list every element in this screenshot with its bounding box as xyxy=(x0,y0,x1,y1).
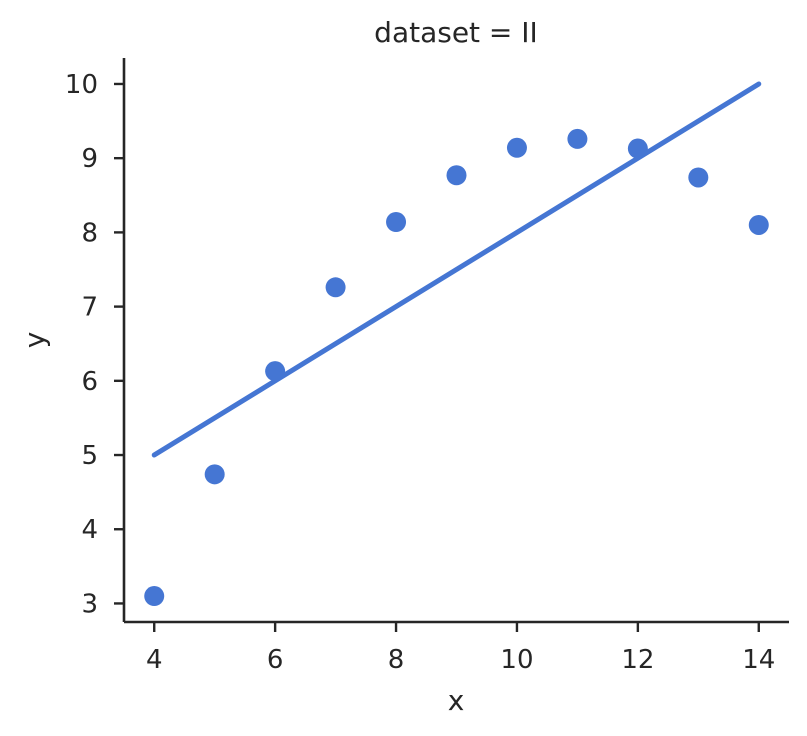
y-tick-label: 5 xyxy=(81,441,98,471)
x-tick-label: 6 xyxy=(267,645,284,675)
y-tick-label: 4 xyxy=(81,515,98,545)
chart-title: dataset = II xyxy=(374,16,538,49)
x-axis: 4 6 8 10 12 14 xyxy=(124,620,789,675)
data-point xyxy=(506,137,527,158)
data-point xyxy=(748,214,769,235)
x-axis-title: x xyxy=(448,684,465,717)
data-point xyxy=(265,361,286,382)
y-tick-label: 6 xyxy=(81,367,98,397)
y-tick-label: 7 xyxy=(81,293,98,323)
y-tick-label: 8 xyxy=(81,218,98,248)
data-point xyxy=(204,464,225,485)
regression-line xyxy=(151,81,762,458)
data-point xyxy=(325,277,346,298)
y-tick-label: 3 xyxy=(81,589,98,619)
x-tick-label: 10 xyxy=(500,645,533,675)
data-point xyxy=(144,586,165,607)
data-point xyxy=(688,167,709,188)
y-tick-label: 10 xyxy=(65,70,98,100)
y-axis-title: y xyxy=(18,332,51,349)
data-point xyxy=(567,128,588,149)
data-point xyxy=(627,138,648,159)
data-point xyxy=(386,212,407,233)
x-tick-label: 8 xyxy=(388,645,405,675)
x-tick-label: 14 xyxy=(742,645,775,675)
series-group xyxy=(144,81,769,607)
x-tick-label: 4 xyxy=(146,645,163,675)
data-point xyxy=(446,165,467,186)
x-tick-label: 12 xyxy=(621,645,654,675)
y-axis: 3 4 5 6 7 8 9 10 xyxy=(65,58,126,622)
y-tick-label: 9 xyxy=(81,144,98,174)
